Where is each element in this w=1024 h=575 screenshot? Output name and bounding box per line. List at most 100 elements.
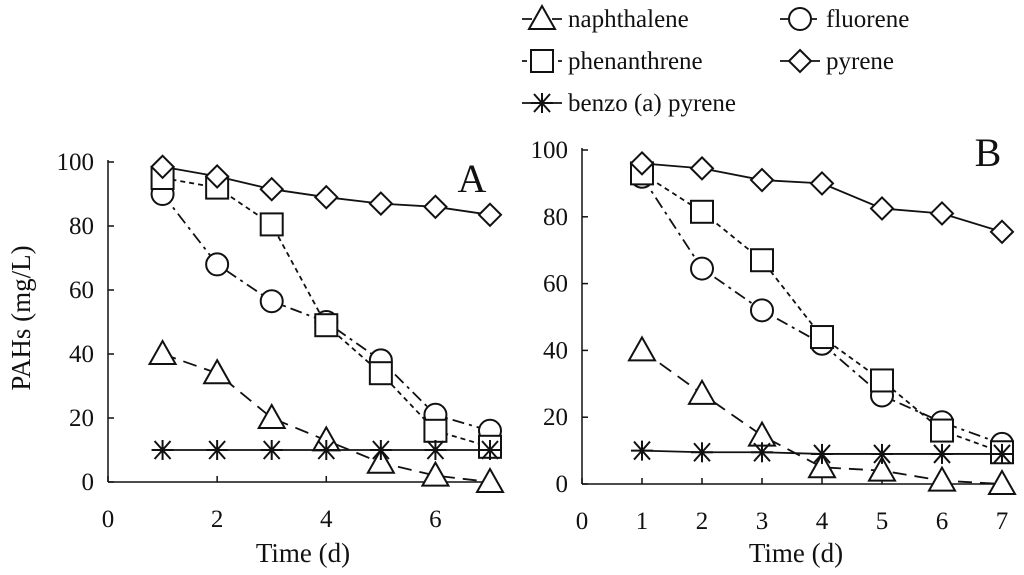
x-tick-label: 3 xyxy=(756,508,769,535)
data-point xyxy=(150,154,175,180)
y-tick-label: 0 xyxy=(82,469,95,496)
data-point xyxy=(991,443,1013,464)
legend-entry-pyrene: pyrene xyxy=(780,48,894,75)
data-point xyxy=(366,447,396,474)
panel-a: 0 20 40 60 80 100 0 2 4 6 Time (d) PAHs (mg/L) A xyxy=(6,149,505,568)
data-point xyxy=(315,440,338,460)
data-point xyxy=(687,378,717,405)
data-point xyxy=(368,191,394,217)
data-point xyxy=(691,442,713,463)
data-point xyxy=(477,202,503,228)
legend-entry-phenanthrene: phenanthrene xyxy=(522,48,703,75)
legend-label: phenanthrene xyxy=(568,48,703,75)
y-tick-label: 60 xyxy=(69,277,94,304)
x-tick-label: 0 xyxy=(576,508,589,535)
data-point xyxy=(927,465,957,492)
data-point xyxy=(987,468,1017,495)
y-axis-title: PAHs (mg/L) xyxy=(6,245,36,390)
data-point xyxy=(690,256,714,281)
legend-entry-naphthalene: naphthalene xyxy=(522,3,689,33)
data-point xyxy=(869,196,895,221)
series-benzo-a-pyrene xyxy=(631,440,1013,464)
legend-marker xyxy=(527,3,557,30)
data-point xyxy=(747,420,777,447)
data-point xyxy=(475,466,505,493)
x-tick-label: 2 xyxy=(211,506,224,533)
panel-label: B xyxy=(975,130,1002,175)
data-point xyxy=(205,252,230,277)
data-point xyxy=(259,176,285,202)
data-point xyxy=(424,440,447,460)
series-pyrene xyxy=(629,150,1015,245)
data-point xyxy=(627,335,657,362)
series-phenanthrene xyxy=(630,161,1014,465)
y-tick-label: 100 xyxy=(531,137,569,164)
panel-label: A xyxy=(458,156,487,201)
data-point xyxy=(631,440,653,461)
series-benzo-a-pyrene xyxy=(151,440,501,460)
y-tick-label: 80 xyxy=(543,204,568,231)
data-point xyxy=(690,199,714,224)
data-point xyxy=(810,325,834,350)
legend-entry-fluorene: fluorene xyxy=(780,6,909,33)
legend-entry-benzo-a-pyrene: benzo (a) pyrene xyxy=(522,90,736,117)
data-point xyxy=(423,194,448,220)
y-tick-label: 20 xyxy=(543,404,568,431)
data-point xyxy=(259,212,284,237)
x-tick-label: 7 xyxy=(996,508,1009,535)
data-point xyxy=(750,298,774,323)
x-tick-label: 0 xyxy=(102,506,115,533)
x-tick-label: 4 xyxy=(816,508,829,535)
data-point xyxy=(369,440,392,460)
data-point xyxy=(929,201,955,226)
legend-marker xyxy=(787,48,813,74)
data-point xyxy=(368,361,393,386)
legend: naphthalene fluorene phenanthrene pyrene ben… xyxy=(522,3,909,117)
data-point xyxy=(202,358,232,385)
data-point xyxy=(259,289,284,314)
x-tick-label: 4 xyxy=(320,506,333,533)
data-point xyxy=(204,163,230,189)
x-tick-label: 2 xyxy=(696,508,709,535)
data-point xyxy=(206,440,229,460)
data-point xyxy=(629,150,655,176)
legend-label: pyrene xyxy=(826,48,894,75)
legend-marker xyxy=(530,49,554,73)
series-pyrene xyxy=(150,154,503,228)
data-point xyxy=(260,440,283,460)
y-tick-label: 40 xyxy=(69,341,94,368)
series-naphthalene xyxy=(147,338,505,493)
data-point xyxy=(751,442,773,463)
panel-b: 0 20 40 60 80 100 0 1 2 3 4 5 6 7 Time (d) B xyxy=(531,130,1017,568)
data-point xyxy=(313,184,339,210)
data-point xyxy=(870,368,894,393)
series-fluorene xyxy=(150,182,502,443)
data-point xyxy=(314,313,339,338)
x-axis-title: Time (d) xyxy=(256,538,350,568)
data-point xyxy=(989,219,1015,245)
y-tick-label: 80 xyxy=(69,213,94,240)
data-point xyxy=(479,440,501,460)
data-point xyxy=(750,248,774,273)
y-tick-label: 0 xyxy=(556,471,569,498)
x-tick-label: 5 xyxy=(876,508,889,535)
data-point xyxy=(811,443,833,464)
y-tick-label: 100 xyxy=(57,149,95,176)
data-point xyxy=(423,418,448,443)
data-point xyxy=(420,460,451,487)
data-point xyxy=(931,443,953,464)
data-point xyxy=(147,338,178,365)
data-point xyxy=(807,452,837,479)
x-tick-label: 1 xyxy=(636,508,649,535)
x-tick-label: 6 xyxy=(429,506,442,533)
y-tick-label: 20 xyxy=(69,405,94,432)
legend-label: benzo (a) pyrene xyxy=(568,90,736,117)
data-point xyxy=(689,155,715,181)
series-fluorene xyxy=(630,164,1014,456)
data-point xyxy=(749,167,775,193)
legend-label: fluorene xyxy=(826,6,909,33)
legend-label: naphthalene xyxy=(568,6,689,33)
legend-marker xyxy=(531,93,553,113)
